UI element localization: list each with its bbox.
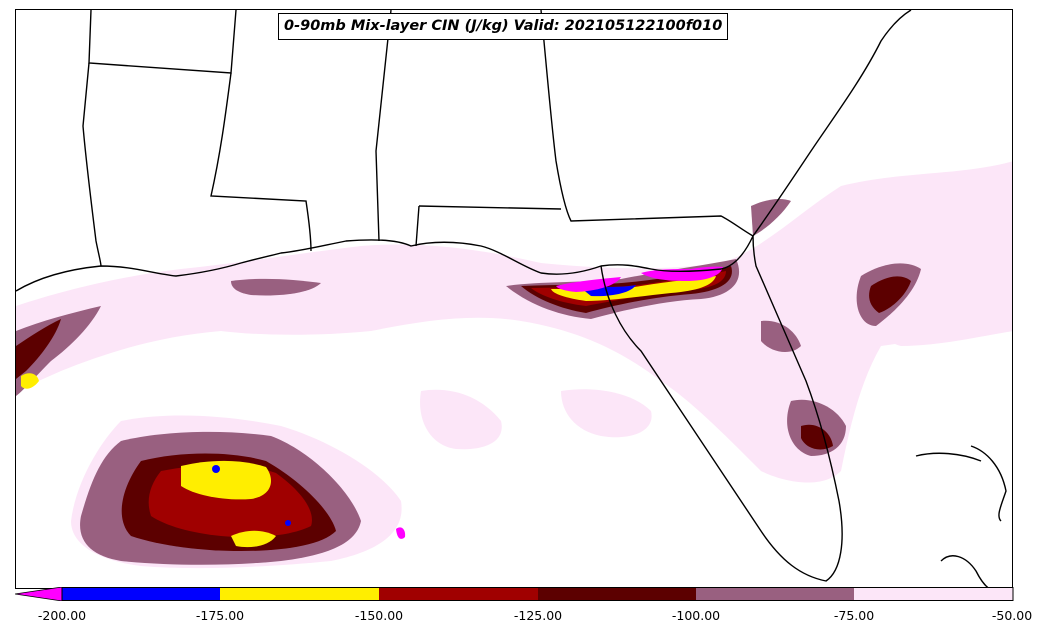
map-panel <box>15 9 1013 589</box>
colorbar-outline <box>61 587 1014 601</box>
colorbar-extend-arrow <box>15 587 63 601</box>
colorbar-tick-label: -150.00 <box>354 608 404 623</box>
colorbar-tick-label: -100.00 <box>671 608 721 623</box>
colorbar-tick-label: -200.00 <box>37 608 87 623</box>
colorbar-tick-label: -50.00 <box>991 608 1033 623</box>
colorbar-seg-100-75 <box>696 587 854 601</box>
colorbar-seg-125-100 <box>538 587 696 601</box>
colorbar-seg-75-50 <box>854 587 1013 601</box>
map-title: 0-90mb Mix-layer CIN (J/kg) Valid: 20210… <box>278 13 729 40</box>
colorbar-seg-200-175 <box>62 587 220 601</box>
colorbar-seg-150-125 <box>379 587 538 601</box>
colorbar-tick-label: -175.00 <box>195 608 245 623</box>
cin-map <box>16 10 1012 588</box>
coastline-and-borders <box>16 10 1007 588</box>
colorbar-seg-175-150 <box>220 587 379 601</box>
colorbar <box>15 587 1014 601</box>
colorbar-tick-label: -75.00 <box>833 608 875 623</box>
colorbar-tick-label: -125.00 <box>513 608 563 623</box>
